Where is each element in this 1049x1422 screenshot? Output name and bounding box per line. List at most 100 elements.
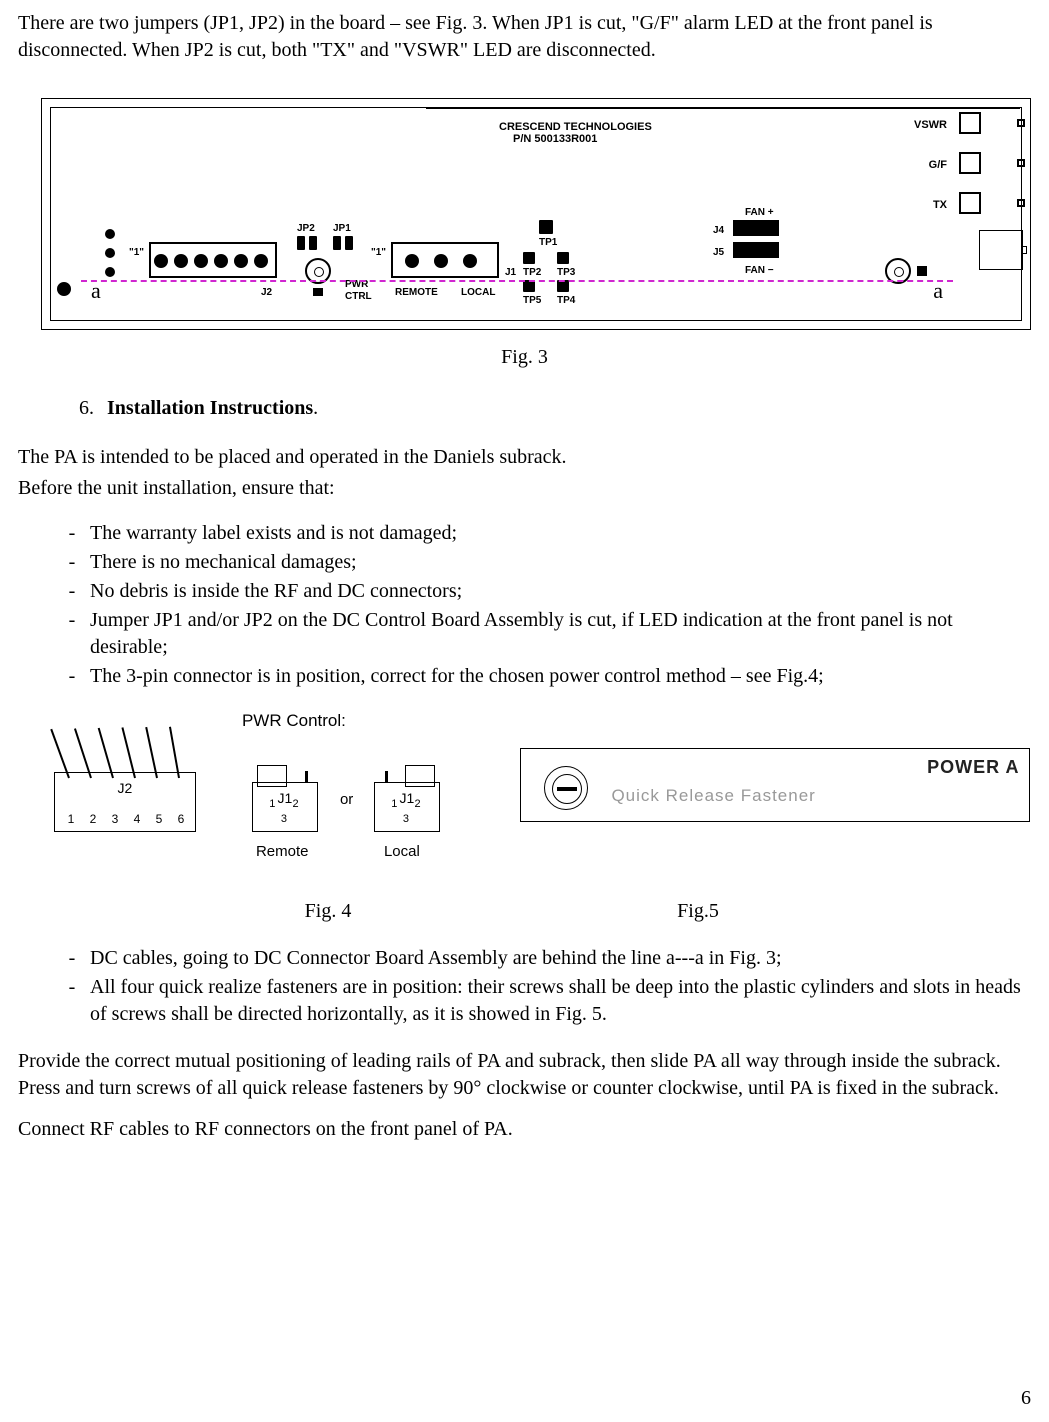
fig3-caption: Fig. 3 bbox=[18, 344, 1031, 371]
install-list-1: -The warranty label exists and is not da… bbox=[54, 520, 1031, 690]
j1-label: J1 bbox=[505, 266, 516, 280]
dot bbox=[105, 229, 115, 239]
dash: - bbox=[54, 945, 90, 972]
dot bbox=[105, 267, 115, 277]
led-gf-pip bbox=[1017, 159, 1025, 167]
ctrl-label: CTRL bbox=[345, 290, 372, 304]
led-gf-frame bbox=[959, 152, 981, 174]
list-item: -No debris is inside the RF and DC conne… bbox=[54, 578, 1031, 605]
j2-pin-nums: 1 2 3 4 5 6 bbox=[55, 811, 195, 827]
para-subrack: The PA is intended to be placed and oper… bbox=[18, 444, 1031, 471]
dash: - bbox=[54, 663, 90, 690]
install-list-2: -DC cables, going to DC Connector Board … bbox=[54, 945, 1031, 1028]
fig3-outer-frame: CRESCEND TECHNOLOGIES P/N 500133R001 VSW… bbox=[41, 98, 1031, 330]
fan-minus-label: FAN − bbox=[745, 264, 774, 278]
dash: - bbox=[54, 578, 90, 605]
led-gf-label: G/F bbox=[929, 158, 947, 173]
board-top-edge bbox=[426, 107, 1020, 109]
fan-plus-label: FAN + bbox=[745, 206, 774, 220]
sec6-heading-line: 6. Installation Instructions. bbox=[54, 395, 1031, 422]
list-text: Jumper JP1 and/or JP2 on the DC Control … bbox=[90, 607, 1031, 661]
fig5-caption: Fig.5 bbox=[568, 898, 828, 925]
j1-remote-nums: 1 2 3 bbox=[253, 797, 317, 827]
right-block bbox=[979, 230, 1023, 270]
quote-one-right: "1" bbox=[371, 246, 386, 260]
dash: - bbox=[54, 974, 90, 1028]
left-hole bbox=[57, 282, 71, 296]
led-tx-frame bbox=[959, 192, 981, 214]
quote-one-left: "1" bbox=[129, 246, 144, 260]
pwr-control-title: PWR Control: bbox=[242, 710, 346, 733]
j2-connector bbox=[149, 242, 277, 278]
fig5-panel: POWER A Quick Release Fastener bbox=[520, 748, 1030, 822]
fig3-wrapper: CRESCEND TECHNOLOGIES P/N 500133R001 VSW… bbox=[18, 98, 1031, 330]
jp1-label: JP1 bbox=[333, 222, 351, 236]
list-item: -All four quick realize fasteners are in… bbox=[54, 974, 1031, 1028]
a-right: a bbox=[933, 276, 943, 306]
led-tx-pip bbox=[1017, 199, 1025, 207]
j5-block bbox=[733, 242, 779, 258]
j2-label: J2 bbox=[55, 779, 195, 798]
sec6-num: 6. bbox=[54, 395, 102, 422]
jp2-pad2 bbox=[309, 236, 317, 250]
jp1-pad2 bbox=[345, 236, 353, 250]
fig3-dashed-line bbox=[81, 280, 953, 282]
a-left: a bbox=[91, 276, 101, 306]
j5-label: J5 bbox=[713, 246, 724, 260]
remote-text: Remote bbox=[256, 842, 309, 862]
led-vswr-label: VSWR bbox=[914, 118, 947, 133]
sec6-dot: . bbox=[313, 397, 318, 419]
fig4-wrapper: PWR Control: J2 1 2 3 4 5 6 J1 1 2 3 bbox=[18, 710, 480, 892]
fig4-caption: Fig. 4 bbox=[188, 898, 468, 925]
page-number: 6 bbox=[1021, 1385, 1031, 1412]
dot bbox=[105, 248, 115, 258]
j2-label: J2 bbox=[261, 286, 272, 300]
j1-connector bbox=[391, 242, 499, 278]
local-label: LOCAL bbox=[461, 286, 495, 300]
jp2-pad1 bbox=[297, 236, 305, 250]
fig5-wrapper: POWER A Quick Release Fastener bbox=[520, 730, 1031, 850]
j4-block bbox=[733, 220, 779, 236]
fig4-fig5-row: PWR Control: J2 1 2 3 4 5 6 J1 1 2 3 bbox=[18, 710, 1031, 892]
j1-local-nums: 1 2 3 bbox=[375, 797, 439, 827]
dash: - bbox=[54, 549, 90, 576]
list-text: DC cables, going to DC Connector Board A… bbox=[90, 945, 1031, 972]
list-item: -Jumper JP1 and/or JP2 on the DC Control… bbox=[54, 607, 1031, 661]
tp2-label: TP2 bbox=[523, 266, 541, 280]
para-positioning: Provide the correct mutual positioning o… bbox=[18, 1048, 1031, 1102]
led-tx-label: TX bbox=[933, 198, 947, 213]
tp3-pad bbox=[557, 252, 569, 264]
right-block-tab bbox=[1021, 246, 1027, 254]
sec6-title: Installation Instructions bbox=[107, 397, 313, 419]
fig3-inner-frame: CRESCEND TECHNOLOGIES P/N 500133R001 VSW… bbox=[50, 107, 1022, 321]
fig5-diagram: POWER A Quick Release Fastener bbox=[520, 730, 1030, 850]
fig4-diagram: PWR Control: J2 1 2 3 4 5 6 J1 1 2 3 bbox=[34, 710, 464, 892]
tp1-pad bbox=[539, 220, 553, 234]
led-vswr-frame bbox=[959, 112, 981, 134]
led-vswr-pip bbox=[1017, 119, 1025, 127]
j4-label: J4 bbox=[713, 224, 724, 238]
j1-local-box: J1 1 2 3 bbox=[374, 782, 440, 832]
list-text: All four quick realize fasteners are in … bbox=[90, 974, 1031, 1028]
fig45-caption-row: Fig. 4 Fig.5 bbox=[18, 898, 1031, 925]
local-text: Local bbox=[384, 842, 420, 862]
j2-box: J2 1 2 3 4 5 6 bbox=[54, 772, 196, 832]
fig3-board: CRESCEND TECHNOLOGIES P/N 500133R001 VSW… bbox=[51, 108, 1021, 320]
jp1-pad1 bbox=[333, 236, 341, 250]
dash: - bbox=[54, 520, 90, 547]
tp4-label: TP4 bbox=[557, 294, 575, 308]
list-item: -The 3-pin connector is in position, cor… bbox=[54, 663, 1031, 690]
tp3-label: TP3 bbox=[557, 266, 575, 280]
j1-remote-box: J1 1 2 3 bbox=[252, 782, 318, 832]
list-item: -DC cables, going to DC Connector Board … bbox=[54, 945, 1031, 972]
list-text: There is no mechanical damages; bbox=[90, 549, 1031, 576]
power-label: POWER A bbox=[927, 755, 1019, 779]
or-text: or bbox=[340, 790, 353, 810]
list-text: No debris is inside the RF and DC connec… bbox=[90, 578, 1031, 605]
list-item: -There is no mechanical damages; bbox=[54, 549, 1031, 576]
jp2-label: JP2 bbox=[297, 222, 315, 236]
para-before: Before the unit installation, ensure tha… bbox=[18, 475, 1031, 502]
para-connect: Connect RF cables to RF connectors on th… bbox=[18, 1116, 1031, 1143]
list-text: The 3-pin connector is in position, corr… bbox=[90, 663, 1031, 690]
tp1-label: TP1 bbox=[539, 236, 557, 250]
